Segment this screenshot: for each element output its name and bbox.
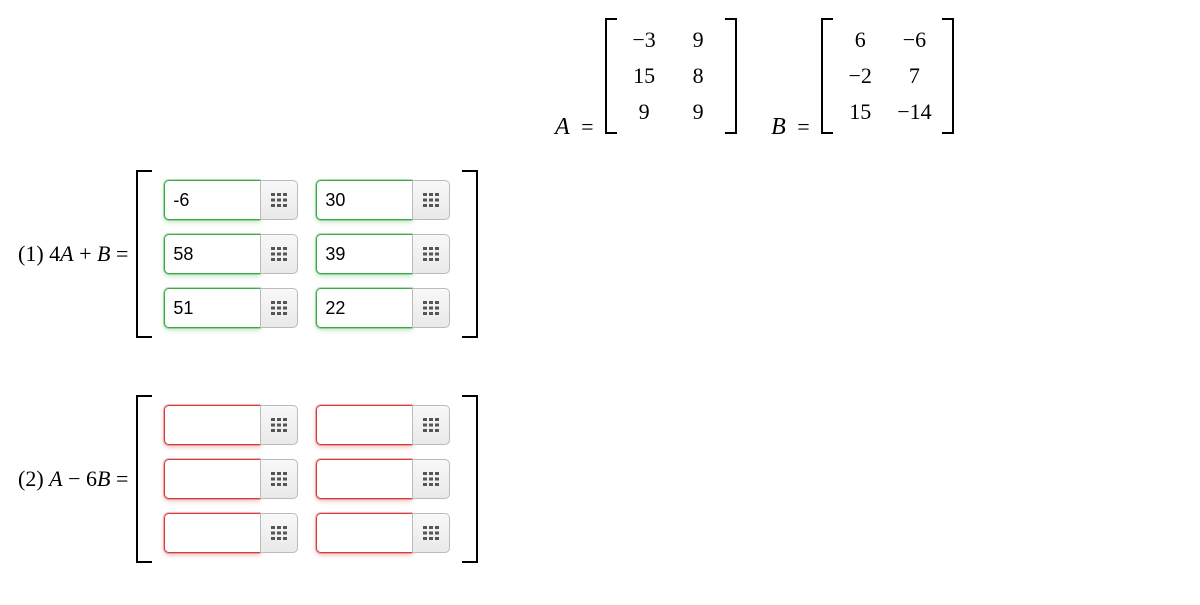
answer-cell	[316, 180, 450, 220]
answer-input[interactable]	[164, 180, 260, 220]
answer-cell	[164, 459, 298, 499]
keypad-button[interactable]	[260, 405, 298, 445]
answer-cell	[316, 288, 450, 328]
answer-cell	[164, 513, 298, 553]
keypad-icon	[423, 472, 439, 486]
matrix-A: −3 15 9 9 8 9	[605, 18, 737, 134]
keypad-button[interactable]	[260, 288, 298, 328]
answer-input[interactable]	[316, 459, 412, 499]
answer-input[interactable]	[164, 513, 260, 553]
keypad-icon	[423, 418, 439, 432]
answer-cell	[316, 459, 450, 499]
keypad-button[interactable]	[412, 513, 450, 553]
keypad-icon	[271, 418, 287, 432]
bracket-left	[136, 395, 152, 563]
bracket-right	[462, 395, 478, 563]
expr-part: +	[74, 241, 97, 266]
bracket-right	[462, 170, 478, 338]
answer-matrix-2	[136, 395, 478, 563]
matrix-definitions: A = −3 15 9 9 8 9 B = 6 −2 15 −6	[555, 18, 954, 141]
keypad-button[interactable]	[412, 405, 450, 445]
matrix-B-label: B	[771, 114, 786, 140]
keypad-button[interactable]	[260, 234, 298, 274]
answer-input[interactable]	[316, 234, 412, 274]
keypad-icon	[271, 247, 287, 261]
problem-2: (2) A − 6B =	[18, 395, 478, 563]
answer-input[interactable]	[316, 180, 412, 220]
matrix-B-cell: −14	[897, 99, 931, 125]
answer-cell	[164, 180, 298, 220]
answer-input[interactable]	[164, 405, 260, 445]
answer-cell	[164, 234, 298, 274]
keypad-button[interactable]	[412, 288, 450, 328]
matrix-A-cell: −3	[627, 27, 661, 53]
keypad-icon	[271, 472, 287, 486]
matrix-A-cell: 9	[681, 99, 715, 125]
answer-input[interactable]	[164, 288, 260, 328]
label-prefix: (1)	[18, 241, 49, 266]
bracket-right	[725, 18, 737, 134]
keypad-icon	[271, 301, 287, 315]
answer-cell	[316, 234, 450, 274]
expr-var: A	[49, 466, 62, 491]
problem-1-label: (1) 4A + B =	[18, 241, 128, 267]
expr-part: =	[110, 466, 128, 491]
problem-2-label: (2) A − 6B =	[18, 466, 128, 492]
keypad-button[interactable]	[260, 513, 298, 553]
expr-var: B	[97, 241, 110, 266]
matrix-A-cell: 9	[681, 27, 715, 53]
matrix-A-cell: 8	[681, 63, 715, 89]
expr-part: =	[110, 241, 128, 266]
keypad-icon	[271, 193, 287, 207]
answer-cell	[164, 405, 298, 445]
matrix-B-cell: 15	[843, 99, 877, 125]
answer-matrix-1	[136, 170, 478, 338]
keypad-button[interactable]	[260, 459, 298, 499]
bracket-left	[136, 170, 152, 338]
keypad-button[interactable]	[260, 180, 298, 220]
definition-B: B = 6 −2 15 −6 7 −14	[771, 18, 954, 141]
keypad-icon	[423, 193, 439, 207]
bracket-right	[942, 18, 954, 134]
matrix-B-cell: −6	[897, 27, 931, 53]
definition-A: A = −3 15 9 9 8 9	[555, 18, 737, 141]
keypad-icon	[271, 526, 287, 540]
answer-grid-1	[152, 170, 462, 338]
answer-cell	[164, 288, 298, 328]
answer-input[interactable]	[164, 459, 260, 499]
expr-var: A	[60, 241, 73, 266]
equals-sign: =	[797, 114, 809, 139]
answer-input[interactable]	[316, 513, 412, 553]
matrix-B-cell: 6	[843, 27, 877, 53]
bracket-left	[821, 18, 833, 134]
keypad-icon	[423, 247, 439, 261]
matrix-B-cell: −2	[843, 63, 877, 89]
matrix-A-grid: −3 15 9 9 8 9	[617, 18, 725, 134]
keypad-icon	[423, 526, 439, 540]
keypad-button[interactable]	[412, 234, 450, 274]
answer-grid-2	[152, 395, 462, 563]
expr-var: B	[97, 466, 110, 491]
equals-sign: =	[581, 114, 593, 139]
matrix-B: 6 −2 15 −6 7 −14	[821, 18, 953, 134]
keypad-button[interactable]	[412, 180, 450, 220]
expr-part: 4	[49, 241, 60, 266]
bracket-left	[605, 18, 617, 134]
matrix-A-cell: 15	[627, 63, 661, 89]
matrix-B-grid: 6 −2 15 −6 7 −14	[833, 18, 941, 134]
answer-input[interactable]	[316, 405, 412, 445]
matrix-A-cell: 9	[627, 99, 661, 125]
keypad-icon	[423, 301, 439, 315]
expr-part: − 6	[63, 466, 97, 491]
label-prefix: (2)	[18, 466, 49, 491]
keypad-button[interactable]	[412, 459, 450, 499]
answer-cell	[316, 513, 450, 553]
matrix-B-cell: 7	[897, 63, 931, 89]
matrix-A-label: A	[555, 114, 570, 140]
answer-input[interactable]	[316, 288, 412, 328]
answer-input[interactable]	[164, 234, 260, 274]
answer-cell	[316, 405, 450, 445]
problem-1: (1) 4A + B =	[18, 170, 478, 338]
